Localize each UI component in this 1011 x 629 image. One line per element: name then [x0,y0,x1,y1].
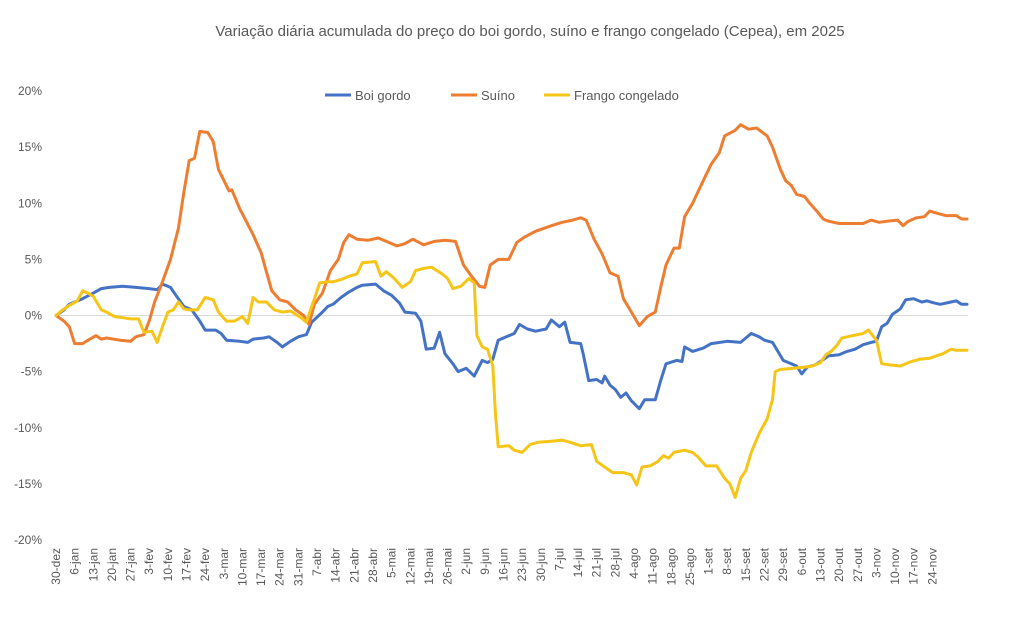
x-tick-label: 3-fev [142,548,156,575]
x-tick-label: 24-nov [925,548,939,585]
x-tick-label: 21-jul [590,548,604,577]
x-tick-label: 24-mar [273,548,287,586]
x-tick-label: 27-out [851,547,865,582]
x-tick-label: 10-mar [235,548,249,586]
x-tick-label: 13-jan [86,548,100,581]
x-tick-label: 12-mai [403,548,417,585]
x-tick-label: 27-jan [124,548,138,581]
x-tick-label: 30-dez [49,548,63,585]
y-tick-label: -15% [14,477,42,491]
x-tick-label: 5-mai [385,548,399,578]
x-tick-label: 6-jan [68,548,82,575]
legend: Boi gordo Suíno Frango congelado [325,88,679,103]
x-tick-label: 14-abr [329,548,343,583]
x-tick-label: 8-set [720,547,734,574]
x-tick-label: 3-nov [869,548,883,578]
y-tick-label: 15% [18,140,42,154]
x-tick-label: 19-mai [422,548,436,585]
y-tick-label: 10% [18,196,42,210]
x-tick-label: 10-nov [888,548,902,585]
x-tick-label: 18-ago [664,548,678,586]
x-tick-label: 10-fev [161,548,175,581]
y-tick-label: -10% [14,421,42,435]
series-line-suíno [54,123,969,346]
y-tick-label: 0% [25,309,43,323]
y-tick-label: 20% [18,84,42,98]
y-tick-label: -5% [21,365,43,379]
x-tick-label: 7-jul [552,548,566,571]
y-axis-ticks: -20% -15% -10% -5% 0% 5% 10% 15% 20% [14,84,42,547]
x-tick-label: 28-jul [608,548,622,577]
x-tick-label: 16-jun [496,548,510,581]
y-tick-label: 5% [25,252,43,266]
x-tick-label: 9-jun [478,548,492,575]
x-tick-label: 7-abr [310,548,324,576]
series-line-frango-congelado [54,260,969,499]
legend-label: Suíno [481,88,515,103]
y-tick-label: -20% [14,533,42,547]
x-tick-label: 20-jan [105,548,119,581]
x-tick-label: 4-ago [627,548,641,579]
x-tick-label: 17-mar [254,548,268,586]
x-tick-label: 25-ago [683,548,697,586]
x-tick-label: 1-set [702,547,716,574]
x-tick-label: 22-set [758,547,772,581]
series-layer [54,123,969,499]
legend-label: Frango congelado [574,88,679,103]
x-tick-label: 23-jun [515,548,529,581]
x-tick-label: 29-set [776,547,790,581]
x-tick-label: 21-abr [347,548,361,583]
x-tick-label: 2-jun [459,548,473,575]
x-tick-label: 30-jun [534,548,548,581]
x-tick-label: 6-out [795,547,809,575]
x-tick-label: 14-jul [571,548,585,577]
x-tick-label: 20-out [832,547,846,582]
x-tick-label: 11-ago [646,548,660,585]
x-tick-label: 17-fev [180,548,194,581]
x-tick-label: 26-mai [441,548,455,585]
x-tick-label: 24-fev [198,548,212,581]
chart-title: Variação diária acumulada do preço do bo… [215,23,844,40]
x-tick-label: 15-set [739,547,753,581]
legend-label: Boi gordo [355,88,411,103]
x-tick-label: 28-abr [366,548,380,583]
series-line-boi-gordo [54,282,969,411]
x-tick-label: 31-mar [291,548,305,586]
x-tick-label: 3-mar [217,548,231,579]
x-tick-label: 17-nov [907,548,921,585]
x-axis-ticks: 30-dez 6-jan 13-jan 20-jan 27-jan 3-fev 10-fev… [49,547,939,586]
x-tick-label: 13-out [813,547,827,582]
